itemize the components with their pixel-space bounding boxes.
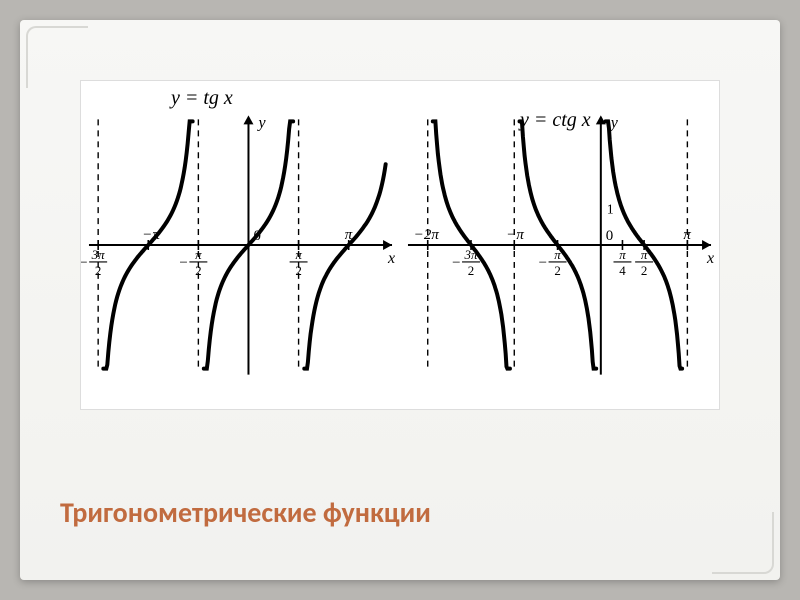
cot-equation: y = ctg x — [520, 109, 591, 132]
svg-text:π: π — [195, 247, 202, 262]
svg-text:y: y — [256, 114, 266, 131]
svg-text:−2π: −2π — [414, 227, 440, 243]
svg-text:x: x — [706, 250, 714, 267]
svg-text:2: 2 — [95, 263, 101, 278]
svg-text:π: π — [554, 247, 561, 262]
svg-text:−: − — [179, 255, 187, 271]
svg-text:−π: −π — [142, 227, 160, 243]
svg-text:4: 4 — [619, 263, 626, 278]
plots-row: y = tg x yx0−ππ−3π2−π2π2 y = ctg x yx01−… — [81, 81, 719, 409]
cot-plot: y = ctg x yx01−2π−ππ−3π2−π2π4π2 — [400, 81, 719, 409]
svg-text:2: 2 — [468, 263, 474, 278]
svg-text:−: − — [452, 255, 460, 271]
svg-text:2: 2 — [295, 263, 301, 278]
tan-plot: y = tg x yx0−ππ−3π2−π2π2 — [81, 81, 400, 409]
corner-decor-br — [712, 512, 774, 574]
svg-text:2: 2 — [641, 263, 647, 278]
slide-frame: y = tg x yx0−ππ−3π2−π2π2 y = ctg x yx01−… — [20, 20, 780, 580]
svg-text:0: 0 — [606, 228, 613, 244]
svg-text:π: π — [683, 227, 691, 243]
svg-text:−: − — [539, 255, 547, 271]
svg-text:−π: −π — [506, 227, 524, 243]
figure-container: y = tg x yx0−ππ−3π2−π2π2 y = ctg x yx01−… — [80, 80, 720, 410]
svg-text:−: − — [81, 255, 88, 271]
svg-text:2: 2 — [195, 263, 201, 278]
svg-text:2: 2 — [554, 263, 560, 278]
slide-title: Тригонометрические функции — [60, 495, 431, 530]
svg-text:3π: 3π — [464, 247, 478, 262]
svg-text:x: x — [387, 250, 395, 267]
svg-text:π: π — [619, 247, 626, 262]
svg-text:π: π — [295, 247, 302, 262]
tan-equation: y = tg x — [171, 87, 233, 110]
svg-text:1: 1 — [607, 203, 614, 218]
corner-decor-tl — [26, 26, 88, 88]
svg-text:3π: 3π — [91, 247, 105, 262]
svg-text:π: π — [345, 227, 353, 243]
svg-text:π: π — [641, 247, 648, 262]
